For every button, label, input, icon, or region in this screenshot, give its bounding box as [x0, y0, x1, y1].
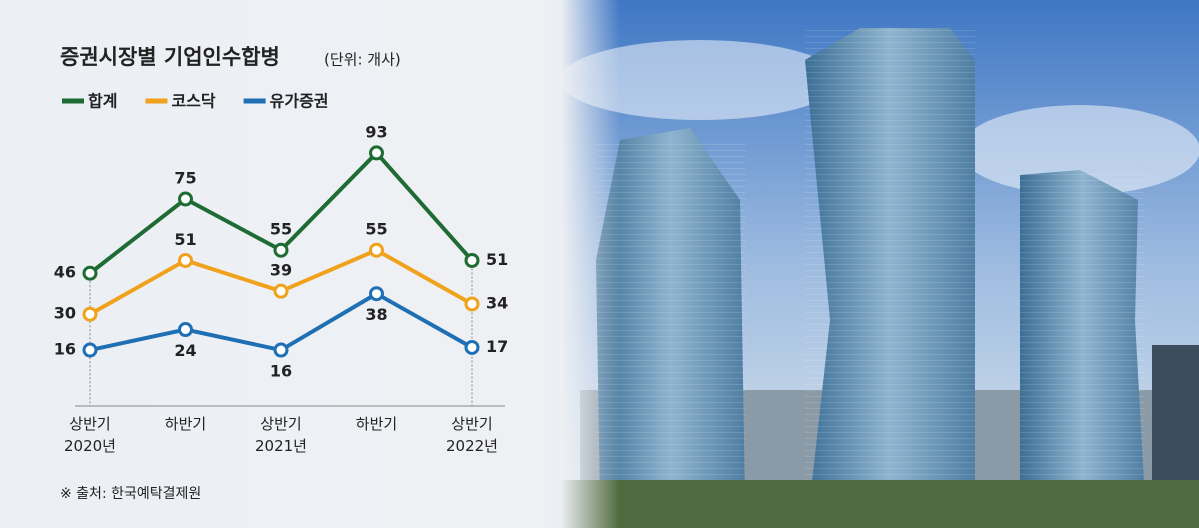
point: [273, 342, 289, 358]
data-label: 55: [365, 220, 387, 239]
point: [369, 242, 384, 258]
legend-label: 합계: [88, 92, 117, 111]
data-label: 24: [174, 341, 196, 360]
point: [178, 252, 193, 268]
point: [178, 322, 193, 338]
data-label: 46: [54, 263, 76, 282]
x-tick-label: 상반기 2022년: [446, 415, 498, 455]
data-label: 30: [54, 304, 76, 323]
point: [464, 252, 480, 268]
point: [273, 242, 289, 258]
data-label: 16: [54, 340, 76, 359]
chart-subtitle: (단위: 개사): [324, 51, 401, 69]
point: [82, 342, 98, 358]
photo: [560, 0, 1199, 528]
point: [464, 339, 480, 355]
x-tick-label: 상반기 2020년: [64, 415, 116, 455]
legend-label: 코스닥: [171, 92, 215, 111]
data-label: 16: [270, 362, 292, 381]
data-label: 38: [365, 305, 387, 324]
legend-label: 유가증권: [270, 92, 329, 111]
point: [369, 286, 384, 302]
data-label: 93: [365, 122, 387, 141]
data-label: 34: [486, 293, 508, 312]
data-label: 51: [486, 250, 508, 269]
point: [369, 145, 384, 161]
point: [273, 283, 289, 299]
point: [82, 306, 98, 322]
point: [178, 191, 193, 207]
data-label: 55: [270, 220, 292, 239]
source: ※ 출처: 한국예탁결제원: [60, 486, 201, 502]
data-label: 39: [270, 261, 292, 280]
data-label: 75: [174, 169, 196, 188]
data-label: 17: [486, 337, 508, 356]
x-tick-label: 하반기: [356, 415, 397, 433]
data-label: 51: [174, 230, 196, 249]
chart-title: 증권시장별 기업인수합병: [60, 45, 280, 69]
x-tick-label: 하반기: [165, 415, 206, 433]
x-tick-label: 상반기 2021년: [255, 415, 307, 455]
point: [464, 296, 480, 312]
point: [82, 265, 98, 281]
